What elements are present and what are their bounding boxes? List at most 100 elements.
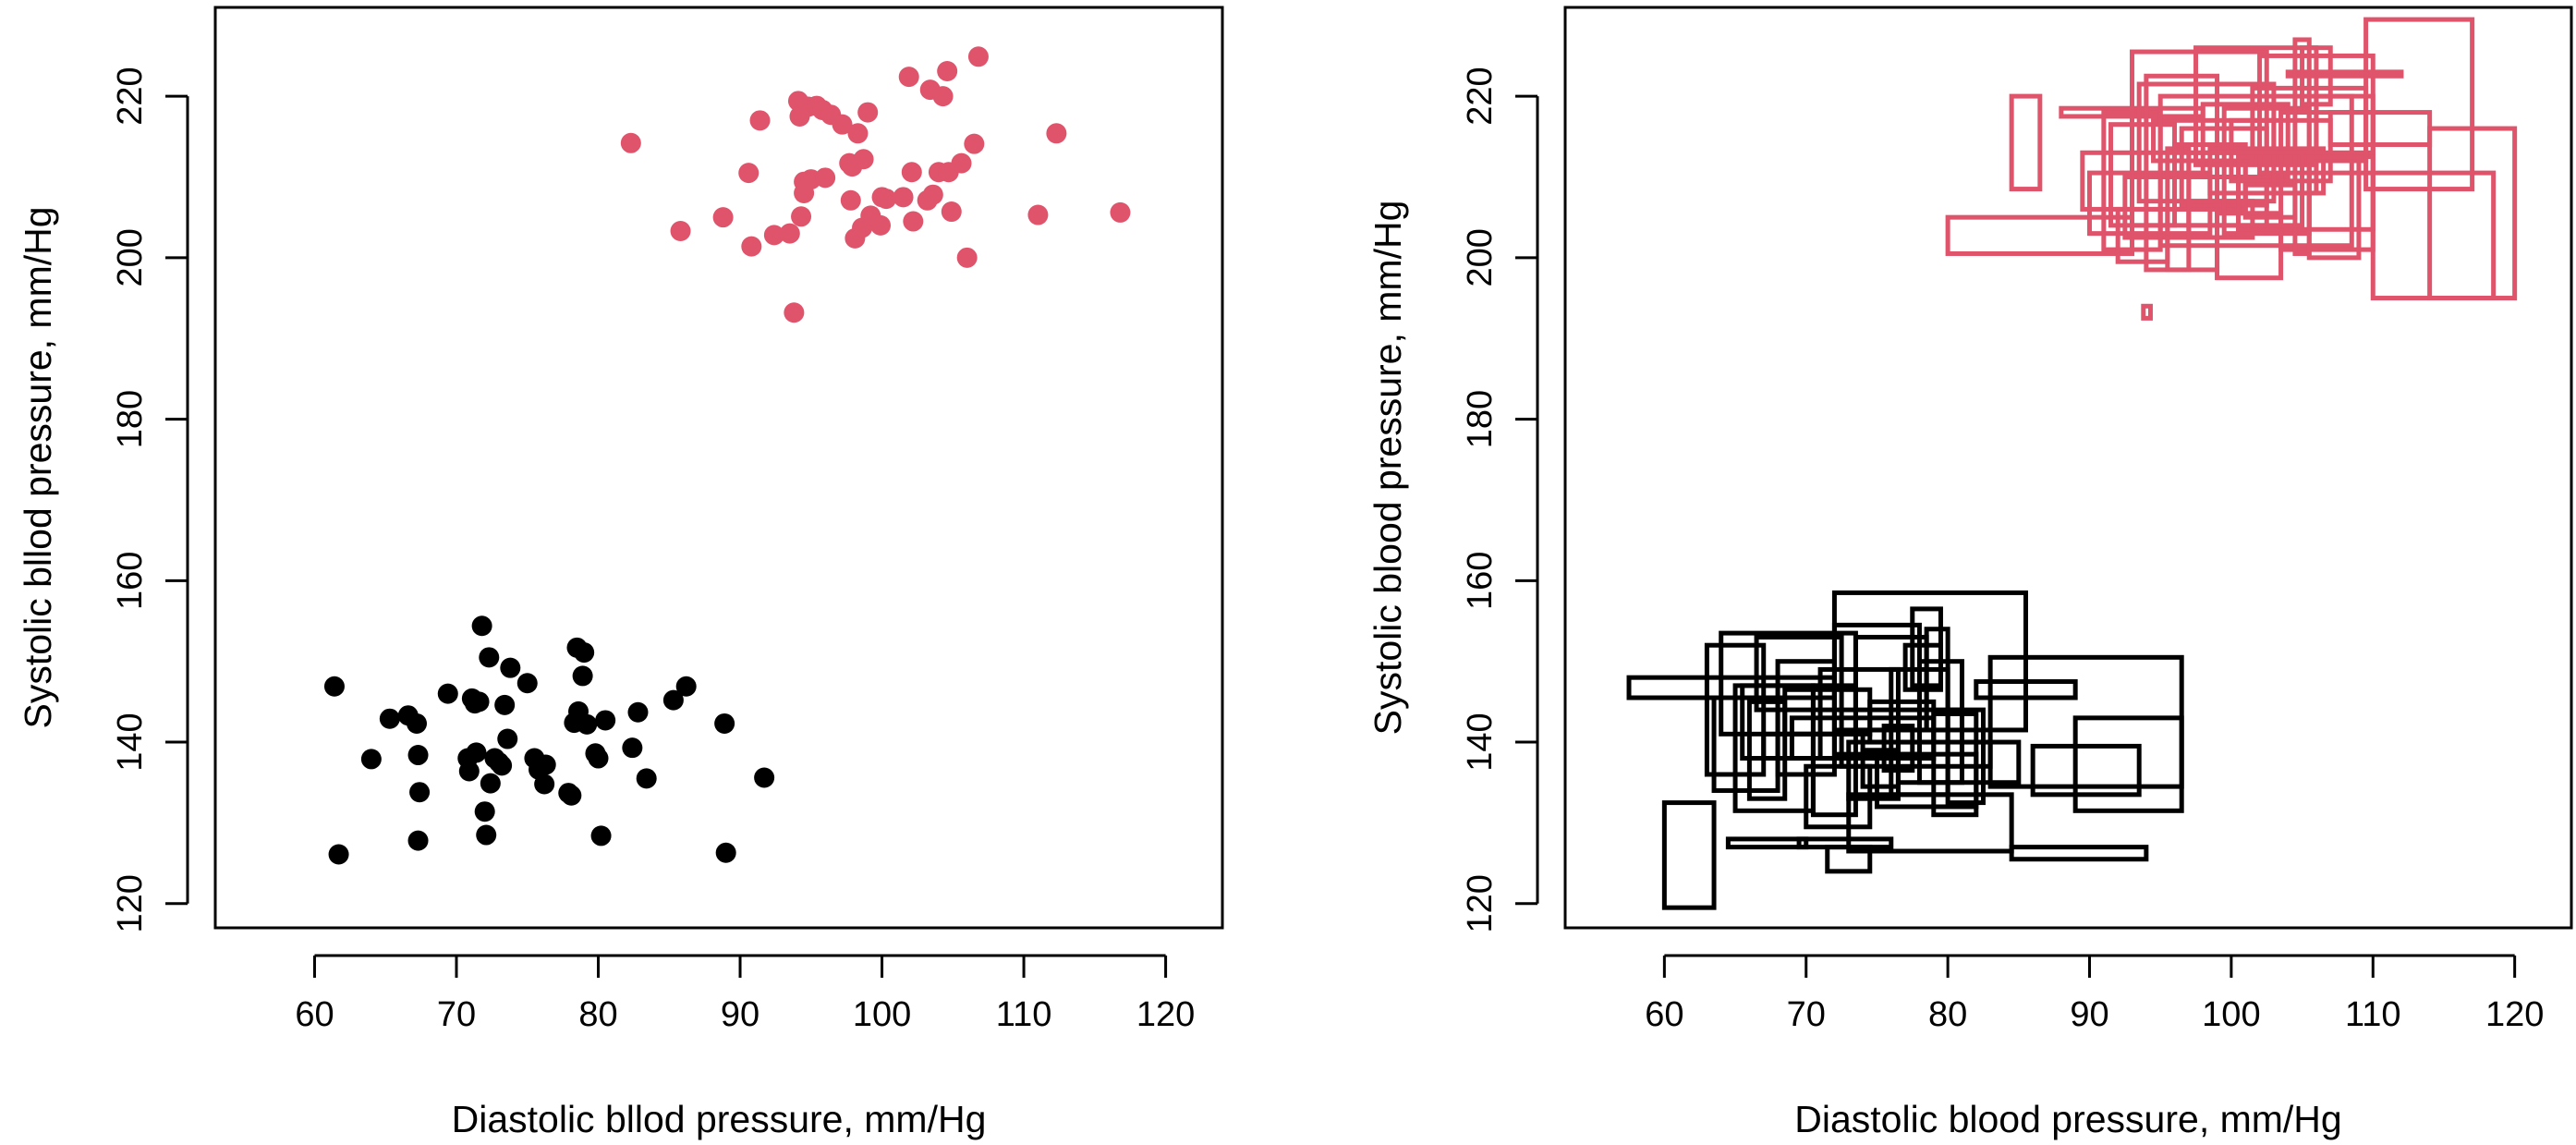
data-point <box>738 163 759 184</box>
y-tick-label: 200 <box>111 228 150 286</box>
data-rectangle <box>2186 150 2305 228</box>
data-point <box>1027 204 1049 225</box>
data-rectangle <box>2306 154 2362 261</box>
data-point <box>876 189 897 210</box>
data-point <box>588 748 609 769</box>
data-point <box>360 749 382 770</box>
x-axis-title: Diastolic blood pressure, mm/Hg <box>1794 1098 2341 1140</box>
data-point <box>741 236 762 257</box>
data-point <box>574 642 595 664</box>
data-point <box>964 133 985 154</box>
data-point <box>494 694 516 715</box>
y-tick-label: 160 <box>1461 552 1500 610</box>
data-point <box>622 737 643 759</box>
data-point <box>379 708 400 729</box>
data-point <box>870 214 892 236</box>
x-tick-label: 110 <box>2345 995 2401 1034</box>
data-point <box>627 701 649 723</box>
data-point <box>779 223 800 244</box>
data-point <box>407 745 429 766</box>
data-rectangle <box>1895 739 2022 786</box>
data-point <box>407 830 429 851</box>
data-rectangle <box>1974 679 2078 700</box>
data-point <box>500 657 521 678</box>
data-point <box>956 247 978 268</box>
data-point <box>749 110 771 131</box>
x-tick-label: 70 <box>1787 995 1826 1034</box>
data-rectangle <box>2427 126 2518 301</box>
data-point <box>714 713 735 734</box>
left-scatter-panel: 60 70 80 90 100 110 120 120 140 160 180 200 220 Diast… <box>17 6 1224 1140</box>
data-rectangle <box>1846 792 2014 854</box>
y-tick-label: 140 <box>111 713 150 771</box>
series-0 <box>1626 590 2184 910</box>
data-point <box>407 713 427 734</box>
x-tick-label: 70 <box>437 995 476 1034</box>
data-rectangle <box>1817 666 1901 761</box>
x-tick-label: 60 <box>295 995 334 1034</box>
data-point <box>1046 123 1067 144</box>
data-rectangle <box>2327 110 2433 148</box>
x-tick-label: 100 <box>853 995 911 1034</box>
data-point <box>323 676 345 697</box>
data-point <box>763 225 784 246</box>
data-point <box>561 785 582 806</box>
data-point <box>754 767 775 788</box>
data-point <box>474 801 495 822</box>
data-point <box>516 673 538 694</box>
data-point <box>534 773 555 795</box>
data-rectangle <box>2292 37 2312 256</box>
x-tick-label: 120 <box>2485 995 2544 1034</box>
data-point <box>468 691 490 713</box>
data-rectangle <box>2285 69 2404 79</box>
data-point <box>577 713 598 735</box>
x-tick-label: 80 <box>578 995 617 1034</box>
series-0 <box>323 615 775 865</box>
data-rectangle <box>2072 715 2184 813</box>
data-point <box>903 211 924 232</box>
data-rectangle <box>1916 659 1964 786</box>
data-rectangle <box>1945 707 1986 806</box>
data-point <box>967 46 989 67</box>
data-point <box>784 302 805 323</box>
data-point <box>941 201 962 223</box>
data-point <box>497 728 518 749</box>
plot-frame <box>1563 6 2573 930</box>
data-point <box>476 824 497 846</box>
data-point <box>572 665 593 687</box>
y-tick-label: 180 <box>1461 390 1500 448</box>
data-point <box>437 683 458 704</box>
y-tick-label: 140 <box>1461 713 1500 771</box>
data-point <box>492 755 513 776</box>
data-rectangle <box>2009 845 2149 862</box>
x-tick-label: 60 <box>1645 995 1683 1034</box>
data-point <box>815 167 836 189</box>
data-point <box>595 710 616 731</box>
data-rectangle <box>2314 93 2376 155</box>
x-tick-label: 80 <box>1928 995 1967 1034</box>
data-point <box>715 842 736 863</box>
data-point <box>458 761 480 782</box>
data-rectangle <box>2200 102 2290 179</box>
data-rectangle <box>2370 170 2497 301</box>
data-rectangle <box>2151 117 2277 164</box>
x-axis-title: Diastolic bllod pressure, mm/Hg <box>452 1098 987 1140</box>
x-tick-label: 100 <box>2202 995 2260 1034</box>
x-tick-label: 120 <box>1136 995 1195 1034</box>
y-axis-title: Systolic blood pressure, mm/Hg <box>1367 201 1409 736</box>
data-rectangle <box>1754 634 1844 713</box>
data-rectangle <box>1924 627 1950 733</box>
data-point <box>1110 201 1131 223</box>
y-tick-label: 160 <box>111 552 150 610</box>
data-point <box>535 754 556 775</box>
data-point <box>590 825 612 847</box>
x-tick-label: 110 <box>996 995 1052 1034</box>
data-point <box>620 132 641 153</box>
data-rectangle <box>2141 303 2153 321</box>
data-point <box>791 206 812 227</box>
data-rectangle <box>2030 743 2142 798</box>
data-rectangle <box>2009 93 2043 192</box>
plot-frame <box>213 6 1224 930</box>
data-point <box>901 162 922 183</box>
